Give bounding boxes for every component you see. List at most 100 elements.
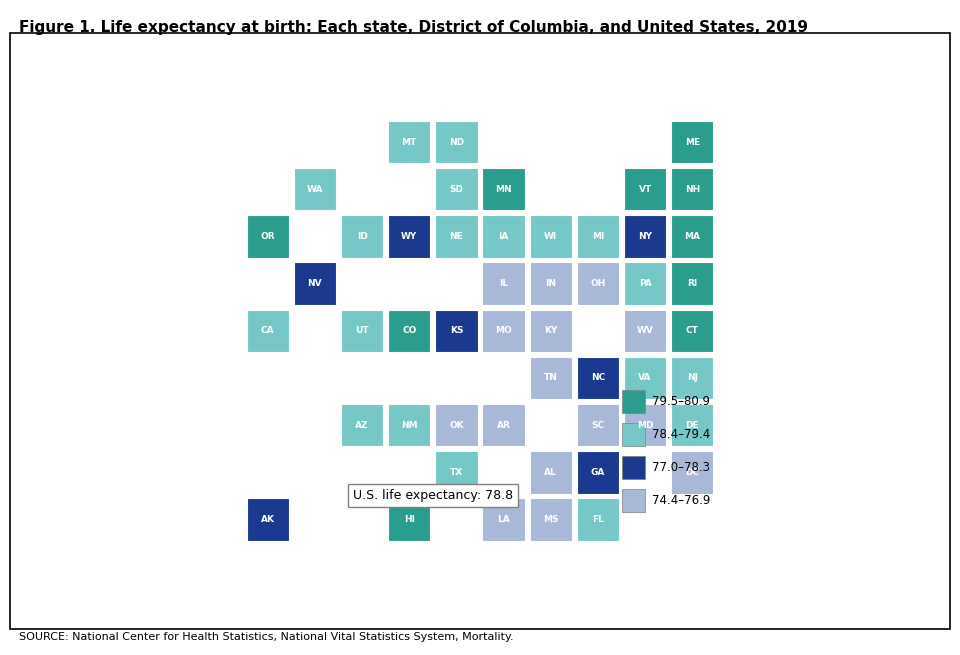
FancyBboxPatch shape xyxy=(671,310,713,352)
FancyBboxPatch shape xyxy=(530,357,572,399)
Text: AR: AR xyxy=(496,421,511,430)
Text: IL: IL xyxy=(499,279,508,288)
FancyBboxPatch shape xyxy=(341,310,383,352)
Text: HI: HI xyxy=(404,515,415,524)
Text: MN: MN xyxy=(495,185,512,194)
FancyBboxPatch shape xyxy=(482,404,525,446)
FancyBboxPatch shape xyxy=(482,263,525,305)
FancyBboxPatch shape xyxy=(435,310,478,352)
Text: KS: KS xyxy=(449,326,463,335)
Text: PA: PA xyxy=(638,279,652,288)
Text: GA: GA xyxy=(590,468,605,477)
FancyBboxPatch shape xyxy=(671,168,713,210)
FancyBboxPatch shape xyxy=(624,168,666,210)
FancyBboxPatch shape xyxy=(530,451,572,493)
Text: 77.0–78.3: 77.0–78.3 xyxy=(652,461,710,474)
Text: NM: NM xyxy=(401,421,418,430)
Text: Figure 1. Life expectancy at birth: Each state, District of Columbia, and United: Figure 1. Life expectancy at birth: Each… xyxy=(19,20,808,35)
Text: AL: AL xyxy=(544,468,557,477)
FancyBboxPatch shape xyxy=(671,404,713,446)
FancyBboxPatch shape xyxy=(341,215,383,257)
FancyBboxPatch shape xyxy=(341,404,383,446)
FancyBboxPatch shape xyxy=(671,215,713,257)
FancyBboxPatch shape xyxy=(530,498,572,540)
FancyBboxPatch shape xyxy=(624,357,666,399)
FancyBboxPatch shape xyxy=(435,168,478,210)
Text: SOURCE: National Center for Health Statistics, National Vital Statistics System,: SOURCE: National Center for Health Stati… xyxy=(19,632,514,642)
Text: CO: CO xyxy=(402,326,417,335)
Text: VA: VA xyxy=(638,373,652,383)
Text: LA: LA xyxy=(497,515,510,524)
Text: MD: MD xyxy=(636,421,654,430)
Bar xyxy=(621,489,645,512)
FancyBboxPatch shape xyxy=(482,168,525,210)
FancyBboxPatch shape xyxy=(388,404,430,446)
FancyBboxPatch shape xyxy=(624,263,666,305)
Text: OR: OR xyxy=(260,232,276,241)
FancyBboxPatch shape xyxy=(482,310,525,352)
Text: TX: TX xyxy=(450,468,463,477)
Text: MS: MS xyxy=(543,515,559,524)
FancyBboxPatch shape xyxy=(577,215,619,257)
FancyBboxPatch shape xyxy=(577,498,619,540)
Text: IN: IN xyxy=(545,279,556,288)
Text: VT: VT xyxy=(638,185,652,194)
Text: MT: MT xyxy=(401,138,417,147)
Text: UT: UT xyxy=(355,326,369,335)
FancyBboxPatch shape xyxy=(577,357,619,399)
Bar xyxy=(621,456,645,479)
Text: WI: WI xyxy=(544,232,558,241)
FancyBboxPatch shape xyxy=(247,498,289,540)
FancyBboxPatch shape xyxy=(624,310,666,352)
FancyBboxPatch shape xyxy=(247,215,289,257)
Bar xyxy=(621,422,645,446)
Text: DC: DC xyxy=(685,468,699,477)
Text: OK: OK xyxy=(449,421,464,430)
FancyBboxPatch shape xyxy=(577,451,619,493)
Bar xyxy=(621,390,645,413)
FancyBboxPatch shape xyxy=(294,168,336,210)
Text: ND: ND xyxy=(449,138,464,147)
FancyBboxPatch shape xyxy=(624,404,666,446)
Text: CT: CT xyxy=(685,326,699,335)
FancyBboxPatch shape xyxy=(530,215,572,257)
FancyBboxPatch shape xyxy=(671,121,713,163)
Text: AK: AK xyxy=(261,515,275,524)
Text: MA: MA xyxy=(684,232,700,241)
Text: ME: ME xyxy=(684,138,700,147)
FancyBboxPatch shape xyxy=(388,121,430,163)
Text: AZ: AZ xyxy=(355,421,369,430)
Text: WY: WY xyxy=(401,232,418,241)
Text: RI: RI xyxy=(687,279,697,288)
FancyBboxPatch shape xyxy=(482,215,525,257)
FancyBboxPatch shape xyxy=(294,263,336,305)
Text: NC: NC xyxy=(590,373,605,383)
Text: CA: CA xyxy=(261,326,275,335)
Text: IA: IA xyxy=(498,232,509,241)
Text: OH: OH xyxy=(590,279,606,288)
FancyBboxPatch shape xyxy=(247,310,289,352)
Text: 79.5–80.9: 79.5–80.9 xyxy=(652,395,710,408)
FancyBboxPatch shape xyxy=(671,263,713,305)
Text: NE: NE xyxy=(449,232,464,241)
FancyBboxPatch shape xyxy=(388,498,430,540)
FancyBboxPatch shape xyxy=(435,121,478,163)
Text: MO: MO xyxy=(495,326,512,335)
Text: TN: TN xyxy=(543,373,558,383)
Text: NV: NV xyxy=(307,279,323,288)
Text: WA: WA xyxy=(306,185,324,194)
Text: U.S. life expectancy: 78.8: U.S. life expectancy: 78.8 xyxy=(352,489,513,502)
FancyBboxPatch shape xyxy=(671,451,713,493)
FancyBboxPatch shape xyxy=(482,498,525,540)
Text: 74.4–76.9: 74.4–76.9 xyxy=(652,494,710,507)
Text: NJ: NJ xyxy=(686,373,698,383)
FancyBboxPatch shape xyxy=(624,215,666,257)
FancyBboxPatch shape xyxy=(530,263,572,305)
Text: SD: SD xyxy=(449,185,464,194)
Text: 78.4–79.4: 78.4–79.4 xyxy=(652,428,710,441)
FancyBboxPatch shape xyxy=(435,215,478,257)
Text: SC: SC xyxy=(591,421,605,430)
FancyBboxPatch shape xyxy=(435,451,478,493)
FancyBboxPatch shape xyxy=(671,357,713,399)
Text: NH: NH xyxy=(684,185,700,194)
